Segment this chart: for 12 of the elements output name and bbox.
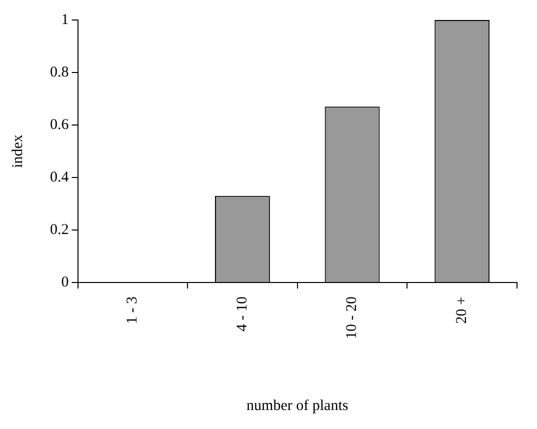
y-tick-label: 0.6 [50, 116, 70, 133]
y-tick-label: 0 [61, 274, 69, 290]
x-tick-label: 1 - 3 [124, 296, 141, 324]
x-tick-label: 20 + [454, 296, 470, 324]
x-tick-label: 10 - 20 [344, 296, 360, 340]
x-axis-title: number of plants [246, 398, 348, 414]
x-tick-label: 4 - 10 [234, 296, 250, 332]
y-tick-label: 0.4 [50, 169, 70, 186]
y-tick-label: 0.2 [50, 222, 69, 238]
y-tick-label: 1 [61, 12, 69, 28]
y-axis-title: index [10, 134, 26, 168]
y-tick-label: 0.8 [50, 64, 69, 80]
